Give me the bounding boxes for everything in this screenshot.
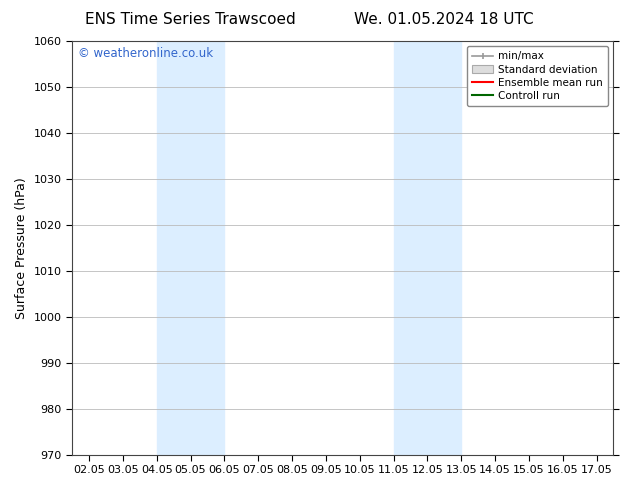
Y-axis label: Surface Pressure (hPa): Surface Pressure (hPa) — [15, 177, 28, 318]
Text: We. 01.05.2024 18 UTC: We. 01.05.2024 18 UTC — [354, 12, 534, 27]
Text: ENS Time Series Trawscoed: ENS Time Series Trawscoed — [85, 12, 295, 27]
Text: © weatheronline.co.uk: © weatheronline.co.uk — [77, 47, 212, 60]
Bar — [394, 41, 461, 455]
Legend: min/max, Standard deviation, Ensemble mean run, Controll run: min/max, Standard deviation, Ensemble me… — [467, 46, 608, 106]
Bar — [157, 41, 224, 455]
